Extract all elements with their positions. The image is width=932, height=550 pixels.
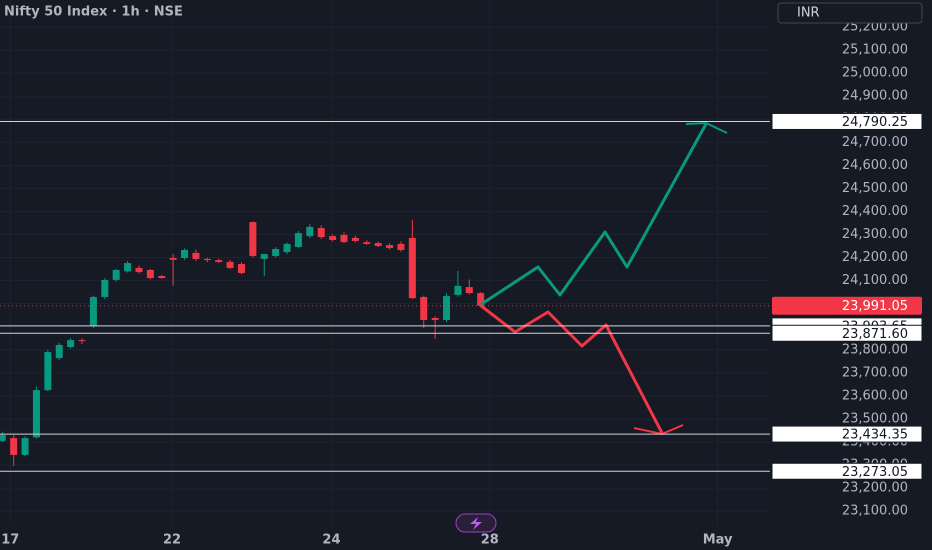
level-label-box [771, 462, 923, 480]
candle-body [260, 254, 268, 259]
candle-body [386, 245, 394, 249]
y-tick-label: 25,100.00 [842, 43, 908, 58]
candle-body [465, 287, 473, 294]
candle-body [408, 237, 416, 299]
y-tick-label: 23,200.00 [842, 481, 908, 496]
candle-body [32, 390, 40, 438]
candle-body [44, 352, 52, 391]
candle-body [454, 285, 462, 295]
candle-body [226, 261, 234, 268]
candle-body [215, 260, 223, 262]
candle-body [55, 344, 63, 359]
candle-body [203, 258, 211, 261]
x-tick-label: 17 [1, 533, 19, 548]
candle-body [340, 234, 348, 243]
candle-body [294, 233, 302, 247]
candle-body [89, 296, 97, 327]
chart-title: Nifty 50 Index · 1h · NSE [4, 5, 183, 20]
candle-body [146, 269, 154, 279]
y-tick-label: 24,900.00 [842, 89, 908, 104]
candle-body [169, 258, 177, 260]
candle-body [237, 263, 245, 273]
y-tick-label: 23,600.00 [842, 388, 908, 403]
candle-body [135, 267, 143, 273]
level-label-box [771, 112, 923, 130]
candle-body [306, 226, 314, 237]
levels: 24,790.2523,903.6523,871.6023,434.3523,2… [0, 112, 923, 480]
candle-body [397, 243, 405, 250]
candle-body [477, 293, 485, 306]
y-tick-label: 24,300.00 [842, 227, 908, 242]
candle-body [420, 296, 428, 321]
candle-body [21, 438, 29, 455]
candle-body [351, 237, 359, 241]
level-label-box [771, 324, 923, 342]
x-tick-label: May [703, 533, 733, 548]
y-tick-label: 23,700.00 [842, 365, 908, 380]
y-tick-label: 25,000.00 [842, 66, 908, 81]
candle-body [363, 242, 371, 244]
currency-box [777, 2, 923, 24]
replay-icon[interactable] [455, 513, 497, 533]
level-label: 23,434.35 [842, 428, 908, 443]
candle-body [443, 296, 451, 321]
x-tick-label: 28 [481, 533, 499, 548]
candle-body [181, 249, 189, 259]
y-tick-label: 24,700.00 [842, 135, 908, 150]
candle-body [10, 438, 18, 455]
level-label: 24,790.25 [842, 115, 908, 130]
currency: INR [797, 6, 820, 21]
candle-body [101, 279, 109, 297]
level-label: 23,273.05 [842, 465, 908, 480]
candle-body [317, 228, 325, 238]
candle-body [272, 249, 280, 256]
y-tick-label: 24,600.00 [842, 158, 908, 173]
y-tick-label: 24,500.00 [842, 181, 908, 196]
bullish-projection [479, 123, 708, 307]
candle-body [158, 275, 166, 279]
candle-body [192, 252, 200, 259]
candle-body [283, 243, 291, 253]
candle-body [67, 340, 75, 348]
y-tick-label: 24,100.00 [842, 273, 908, 288]
candles [0, 219, 485, 466]
candle-body [112, 269, 120, 280]
candle-body [329, 236, 337, 241]
y-tick-label: 23,100.00 [842, 504, 908, 519]
candle-body [249, 222, 257, 256]
x-tick-label: 22 [163, 533, 181, 548]
candle-body [374, 243, 382, 247]
current-price-box [772, 296, 922, 315]
candle-body [431, 317, 439, 321]
bullish-arrowhead [685, 121, 728, 134]
grid [0, 0, 770, 525]
current-price-label: 23,991.05 [842, 299, 908, 314]
candle-body [78, 340, 86, 342]
level-label: 23,871.60 [842, 327, 908, 342]
candle-body [124, 263, 132, 272]
y-tick-label: 24,400.00 [842, 204, 908, 219]
y-tick-label: 23,800.00 [842, 342, 908, 357]
y-tick-label: 23,500.00 [842, 411, 908, 426]
level-label-box [771, 425, 923, 443]
candle-body [0, 435, 6, 441]
x-tick-label: 24 [322, 533, 340, 548]
bearish-projection [479, 303, 664, 434]
icon-bolt [470, 517, 482, 530]
y-tick-label: 24,200.00 [842, 250, 908, 265]
